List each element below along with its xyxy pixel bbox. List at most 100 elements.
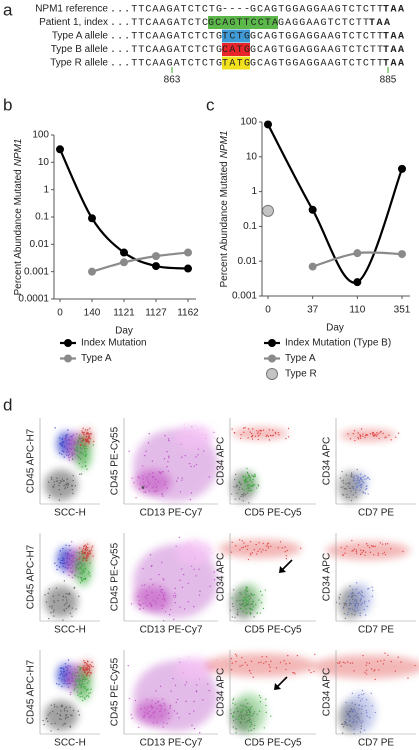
flow-dot	[53, 601, 56, 603]
flow-dot	[81, 699, 84, 702]
flow-dot	[163, 702, 166, 705]
flow-dot	[66, 710, 68, 712]
flow-dot	[72, 676, 74, 678]
flow-dot	[73, 444, 75, 446]
flow-dot	[256, 432, 259, 434]
sequence: TAA	[383, 32, 404, 43]
flow-dot	[84, 450, 86, 452]
flow-dot	[213, 431, 215, 434]
data-point	[184, 264, 192, 273]
flow-dot	[81, 695, 83, 698]
flow-dot	[138, 603, 141, 606]
flow-dot	[85, 453, 88, 456]
flow-dot	[63, 609, 65, 611]
y-axis-title: Percent Abundance Mutated NPM1	[219, 131, 230, 288]
flow-dot	[342, 482, 345, 484]
flow-dot	[70, 485, 73, 487]
panel-label: b	[3, 95, 12, 114]
flow-dot	[73, 557, 76, 559]
flow-dot	[83, 545, 85, 548]
flow-dot	[199, 556, 201, 559]
flow-dot	[241, 664, 243, 667]
flow-dot	[373, 670, 375, 672]
flow-dot	[59, 673, 61, 676]
flow-dot	[168, 717, 170, 720]
flow-dot	[356, 475, 358, 477]
flow-dot	[371, 586, 373, 588]
flow-dot	[70, 443, 72, 446]
flow-dot	[70, 541, 73, 543]
flow-dot	[88, 680, 90, 682]
flow-dot	[247, 477, 249, 479]
flow-dot	[361, 479, 363, 481]
flow-dot	[62, 671, 65, 673]
flow-dot	[84, 455, 87, 457]
flow-dot	[75, 449, 77, 451]
flow-dot	[64, 552, 67, 555]
flow-dot	[82, 427, 84, 430]
flow-y-label: CD45 APC-H7	[26, 428, 37, 493]
flow-dot	[241, 493, 243, 496]
flow-dot	[346, 605, 348, 607]
flow-dot	[188, 462, 191, 465]
flow-dot	[163, 458, 166, 460]
sequence: ...TTCAAGATCTCTG	[110, 5, 222, 16]
flow-dot	[60, 670, 62, 672]
flow-dot	[363, 693, 365, 695]
flow-dot	[76, 433, 78, 435]
flow-dot	[72, 570, 74, 572]
flow-x-label: CD5 PE-Cy5	[244, 625, 302, 636]
flow-dot	[208, 548, 210, 550]
flow-dot	[84, 461, 86, 463]
flow-dot	[69, 725, 71, 727]
flow-dot	[341, 732, 344, 734]
flow-dot	[244, 545, 247, 548]
flow-dot	[83, 552, 85, 554]
series-line	[267, 123, 404, 284]
flow-dot	[191, 556, 193, 559]
flow-dot	[86, 557, 88, 559]
flow-dot	[232, 605, 234, 608]
flow-dot	[383, 551, 386, 553]
flow-dot	[55, 587, 58, 589]
flow-dot	[400, 661, 402, 663]
flow-dot	[246, 471, 249, 474]
flow-dot	[202, 672, 204, 675]
flow-dot	[349, 484, 351, 486]
flow-dot	[137, 603, 140, 605]
flow-dot	[90, 671, 92, 674]
flow-dot	[92, 444, 95, 446]
flow-dot	[137, 595, 139, 598]
legend-label: Type R	[285, 369, 317, 380]
flow-dot	[83, 678, 85, 681]
flow-dot	[167, 455, 170, 457]
flow-dot	[353, 430, 356, 432]
flow-dot	[61, 559, 64, 562]
flow-dot	[77, 710, 80, 712]
flow-dot	[360, 603, 362, 606]
flow-dot	[244, 493, 247, 495]
flow-dot	[355, 496, 358, 498]
flow-dot	[158, 704, 161, 707]
flow-dot	[359, 484, 361, 487]
flow-dot	[170, 690, 172, 692]
flow-dot	[77, 576, 79, 578]
flow-dot	[368, 600, 370, 602]
flow-dot	[270, 715, 272, 717]
flow-dot	[199, 590, 201, 592]
flow-dot	[229, 709, 232, 711]
flow-dot	[159, 704, 162, 706]
flow-dot	[277, 431, 280, 434]
flow-dot	[71, 615, 73, 617]
flow-dot	[196, 432, 198, 435]
flow-dot	[230, 657, 233, 660]
flow-dot	[267, 542, 270, 545]
flow-dot	[82, 556, 84, 559]
flow-y-label: CD34 APC	[216, 553, 227, 601]
flow-dot	[86, 660, 89, 663]
flow-dot	[65, 596, 67, 598]
flow-dot	[345, 701, 347, 704]
flow-dot	[353, 720, 355, 722]
flow-dot	[51, 478, 53, 480]
flow-dot	[90, 549, 93, 551]
